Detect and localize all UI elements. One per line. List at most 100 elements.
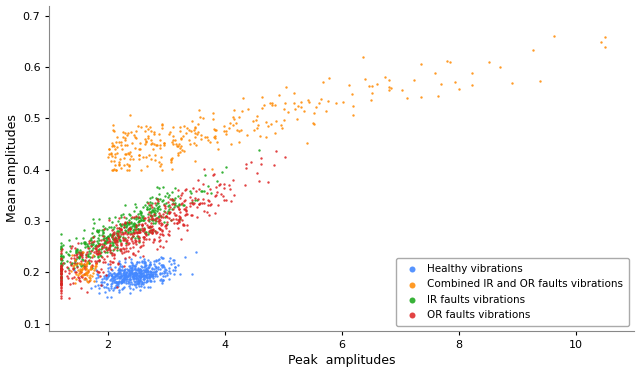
Healthy vibrations bbox=[151, 258, 161, 264]
Combined IR and OR faults vibrations bbox=[234, 114, 244, 120]
OR faults vibrations bbox=[193, 177, 203, 183]
IR faults vibrations bbox=[80, 239, 90, 245]
Healthy vibrations bbox=[130, 263, 140, 269]
IR faults vibrations bbox=[138, 215, 148, 221]
Combined IR and OR faults vibrations bbox=[170, 137, 180, 143]
OR faults vibrations bbox=[124, 240, 134, 246]
Healthy vibrations bbox=[124, 270, 134, 276]
IR faults vibrations bbox=[141, 229, 151, 235]
OR faults vibrations bbox=[114, 234, 124, 240]
OR faults vibrations bbox=[76, 269, 86, 275]
OR faults vibrations bbox=[134, 238, 145, 244]
Combined IR and OR faults vibrations bbox=[304, 100, 314, 106]
OR faults vibrations bbox=[56, 268, 67, 274]
Healthy vibrations bbox=[92, 272, 102, 278]
Combined IR and OR faults vibrations bbox=[209, 134, 220, 140]
OR faults vibrations bbox=[166, 217, 176, 223]
IR faults vibrations bbox=[151, 202, 161, 208]
Combined IR and OR faults vibrations bbox=[600, 34, 611, 40]
OR faults vibrations bbox=[198, 181, 208, 187]
IR faults vibrations bbox=[93, 240, 104, 246]
Healthy vibrations bbox=[136, 268, 146, 274]
IR faults vibrations bbox=[163, 208, 173, 214]
OR faults vibrations bbox=[219, 185, 229, 191]
OR faults vibrations bbox=[62, 264, 72, 270]
Healthy vibrations bbox=[137, 280, 147, 286]
OR faults vibrations bbox=[118, 231, 128, 237]
Combined IR and OR faults vibrations bbox=[175, 136, 186, 142]
Healthy vibrations bbox=[97, 282, 107, 288]
OR faults vibrations bbox=[87, 261, 97, 267]
OR faults vibrations bbox=[163, 210, 173, 216]
IR faults vibrations bbox=[66, 261, 76, 267]
Healthy vibrations bbox=[127, 270, 138, 276]
IR faults vibrations bbox=[113, 218, 123, 224]
OR faults vibrations bbox=[79, 266, 90, 272]
OR faults vibrations bbox=[63, 275, 73, 281]
Healthy vibrations bbox=[124, 279, 134, 285]
Healthy vibrations bbox=[118, 275, 129, 281]
IR faults vibrations bbox=[106, 239, 116, 245]
Healthy vibrations bbox=[156, 276, 166, 282]
IR faults vibrations bbox=[98, 235, 108, 241]
Healthy vibrations bbox=[129, 266, 140, 272]
OR faults vibrations bbox=[109, 236, 119, 242]
Healthy vibrations bbox=[118, 270, 128, 276]
OR faults vibrations bbox=[77, 250, 87, 256]
Healthy vibrations bbox=[131, 275, 141, 281]
OR faults vibrations bbox=[181, 207, 191, 213]
Healthy vibrations bbox=[134, 273, 144, 279]
OR faults vibrations bbox=[92, 248, 102, 254]
Healthy vibrations bbox=[120, 271, 130, 277]
IR faults vibrations bbox=[127, 229, 138, 235]
OR faults vibrations bbox=[56, 285, 67, 291]
Healthy vibrations bbox=[129, 272, 139, 278]
Healthy vibrations bbox=[129, 272, 139, 278]
IR faults vibrations bbox=[131, 226, 141, 232]
Combined IR and OR faults vibrations bbox=[251, 117, 261, 123]
IR faults vibrations bbox=[145, 200, 155, 206]
Combined IR and OR faults vibrations bbox=[154, 131, 164, 137]
Combined IR and OR faults vibrations bbox=[243, 106, 253, 112]
Combined IR and OR faults vibrations bbox=[219, 123, 229, 129]
Healthy vibrations bbox=[129, 281, 140, 287]
Combined IR and OR faults vibrations bbox=[122, 132, 132, 138]
IR faults vibrations bbox=[56, 231, 67, 237]
Healthy vibrations bbox=[131, 270, 141, 276]
Combined IR and OR faults vibrations bbox=[68, 261, 79, 267]
OR faults vibrations bbox=[133, 248, 143, 254]
Combined IR and OR faults vibrations bbox=[141, 123, 151, 129]
Combined IR and OR faults vibrations bbox=[71, 276, 81, 282]
Healthy vibrations bbox=[147, 278, 157, 283]
Combined IR and OR faults vibrations bbox=[157, 125, 167, 131]
IR faults vibrations bbox=[152, 200, 163, 206]
Healthy vibrations bbox=[148, 266, 159, 272]
OR faults vibrations bbox=[136, 243, 146, 249]
IR faults vibrations bbox=[121, 215, 131, 221]
Healthy vibrations bbox=[129, 266, 139, 272]
OR faults vibrations bbox=[175, 209, 185, 215]
OR faults vibrations bbox=[100, 258, 110, 264]
OR faults vibrations bbox=[96, 266, 106, 272]
IR faults vibrations bbox=[206, 190, 216, 196]
OR faults vibrations bbox=[103, 239, 113, 245]
IR faults vibrations bbox=[156, 213, 166, 219]
OR faults vibrations bbox=[163, 215, 173, 221]
IR faults vibrations bbox=[70, 256, 81, 262]
Combined IR and OR faults vibrations bbox=[91, 263, 101, 269]
Combined IR and OR faults vibrations bbox=[118, 134, 128, 140]
IR faults vibrations bbox=[149, 212, 159, 218]
Healthy vibrations bbox=[111, 279, 121, 285]
Combined IR and OR faults vibrations bbox=[159, 142, 170, 148]
Healthy vibrations bbox=[141, 269, 151, 275]
Combined IR and OR faults vibrations bbox=[79, 271, 90, 277]
OR faults vibrations bbox=[163, 231, 173, 237]
IR faults vibrations bbox=[78, 235, 88, 241]
Healthy vibrations bbox=[136, 268, 146, 274]
Combined IR and OR faults vibrations bbox=[196, 137, 207, 142]
Combined IR and OR faults vibrations bbox=[242, 132, 252, 138]
Healthy vibrations bbox=[114, 274, 124, 280]
IR faults vibrations bbox=[93, 250, 103, 256]
OR faults vibrations bbox=[152, 196, 163, 202]
IR faults vibrations bbox=[118, 211, 128, 217]
